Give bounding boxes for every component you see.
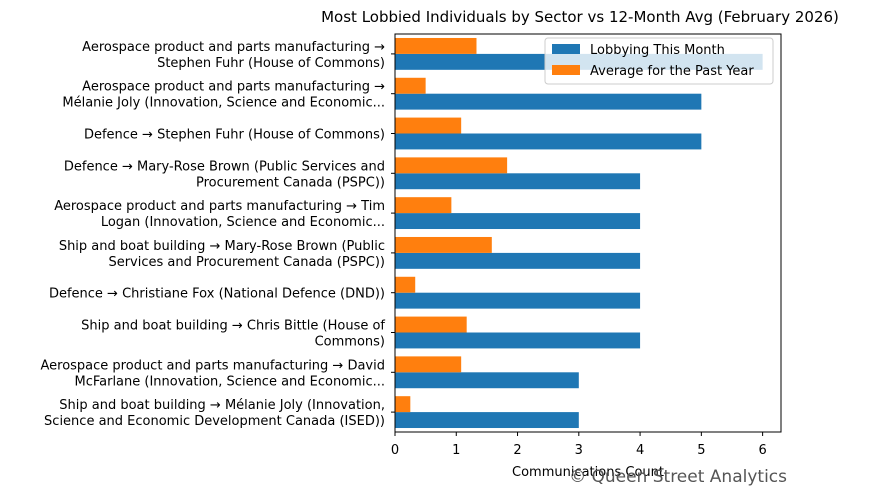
bar-past-year-avg-9: [395, 396, 411, 413]
bar-past-year-avg-4: [395, 197, 452, 214]
bar-this-month-8: [395, 372, 579, 389]
bar-past-year-avg-1: [395, 77, 426, 94]
plot-frame: [394, 33, 782, 433]
y-tick-label-3: Defence → Mary-Rose Brown (Public Servic…: [64, 159, 385, 190]
bar-past-year-avg-2: [395, 117, 462, 134]
chart-title: Most Lobbied Individuals by Sector vs 12…: [321, 8, 839, 26]
x-tick-label-4: 4: [636, 443, 644, 458]
y-tick-label-7: Ship and boat building → Chris Bittle (H…: [81, 319, 385, 350]
bar-this-month-5: [395, 252, 641, 269]
y-axis-ticks: Aerospace product and parts manufacturin…: [40, 40, 395, 429]
bar-this-month-2: [395, 133, 702, 150]
legend: Lobbying This Month Average for the Past …: [544, 37, 774, 85]
x-axis-label: Communications Count: [512, 465, 664, 480]
bar-this-month-7: [395, 332, 641, 349]
x-tick-label-5: 5: [697, 443, 705, 458]
legend-label-1: Average for the Past Year: [590, 64, 754, 79]
y-tick-label-1: Aerospace product and parts manufacturin…: [62, 80, 385, 111]
x-tick-label-1: 1: [452, 443, 460, 458]
y-tick-label-8: Aerospace product and parts manufacturin…: [40, 358, 385, 389]
bar-past-year-avg-0: [395, 37, 477, 54]
bar-this-month-9: [395, 412, 579, 429]
bar-past-year-avg-6: [395, 276, 416, 293]
legend-swatch-0: [552, 44, 580, 54]
y-tick-label-9: Ship and boat building → Mélanie Joly (I…: [44, 398, 385, 429]
bar-past-year-avg-3: [395, 157, 508, 174]
y-tick-label-2: Defence → Stephen Fuhr (House of Commons…: [84, 128, 385, 143]
bar-this-month-6: [395, 292, 641, 309]
legend-swatch-1: [552, 65, 580, 75]
bar-this-month-1: [395, 93, 702, 110]
bar-past-year-avg-8: [395, 356, 462, 373]
watermark: © Queen Street Analytics: [569, 467, 787, 487]
y-tick-label-4: Aerospace product and parts manufacturin…: [54, 199, 385, 230]
bars: [395, 37, 763, 429]
bar-past-year-avg-5: [395, 236, 492, 253]
bar-this-month-3: [395, 173, 641, 190]
x-tick-label-0: 0: [391, 443, 399, 458]
y-tick-label-5: Ship and boat building → Mary-Rose Brown…: [59, 239, 385, 270]
y-tick-label-0: Aerospace product and parts manufacturin…: [82, 40, 385, 71]
x-tick-label-3: 3: [575, 443, 583, 458]
x-tick-label-2: 2: [513, 443, 521, 458]
bar-this-month-4: [395, 213, 641, 230]
legend-label-0: Lobbying This Month: [590, 43, 725, 58]
bar-past-year-avg-7: [395, 316, 467, 333]
x-tick-label-6: 6: [758, 443, 766, 458]
legend-box: [544, 37, 774, 85]
y-tick-label-6: Defence → Christiane Fox (National Defen…: [49, 287, 385, 302]
x-axis-ticks: 0 1 2 3 4 5 6: [391, 432, 767, 458]
